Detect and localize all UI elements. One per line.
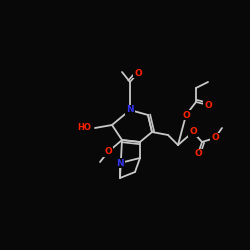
Text: O: O: [211, 134, 219, 142]
Text: O: O: [134, 68, 142, 78]
Text: O: O: [194, 150, 202, 158]
Text: N: N: [116, 158, 124, 168]
Text: O: O: [204, 100, 212, 110]
Text: HO: HO: [77, 124, 91, 132]
Text: O: O: [189, 128, 197, 136]
Text: O: O: [182, 110, 190, 120]
Text: O: O: [104, 148, 112, 156]
Text: N: N: [126, 106, 134, 114]
